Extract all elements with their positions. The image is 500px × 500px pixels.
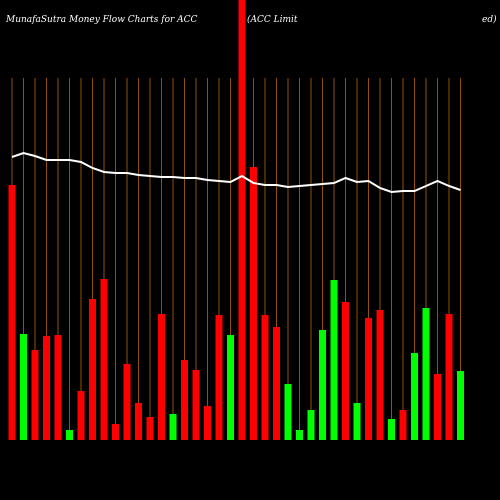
bar (20, 334, 27, 440)
bar (273, 327, 280, 440)
bar (54, 335, 62, 440)
bar (365, 318, 372, 440)
chart-subtitle-end: ed) (482, 14, 497, 25)
bar (307, 410, 315, 440)
bar (353, 403, 361, 440)
bar (215, 315, 223, 440)
bar (31, 350, 39, 440)
bar (376, 310, 384, 440)
bar (457, 371, 464, 440)
bar (284, 384, 292, 440)
bar (112, 424, 119, 440)
bar (261, 315, 269, 440)
bar (192, 370, 200, 440)
bar (43, 336, 50, 440)
bar (330, 280, 338, 440)
bar (135, 403, 142, 440)
bar (342, 302, 349, 440)
bar (399, 410, 407, 440)
bar (319, 330, 326, 440)
bar (250, 167, 257, 440)
bar (146, 417, 154, 440)
bar (169, 414, 177, 440)
bar (8, 185, 16, 440)
bar (422, 308, 430, 440)
bar (296, 430, 303, 440)
bar (238, 0, 246, 440)
bar (204, 406, 211, 440)
bar (66, 430, 73, 440)
bar (445, 314, 453, 440)
bar (89, 299, 96, 440)
bar (388, 419, 395, 440)
chart-subtitle: (ACC Limit (247, 14, 298, 25)
bar (158, 314, 165, 440)
bar (181, 360, 188, 440)
bar (77, 391, 85, 440)
chart-title: MunafaSutra Money Flow Charts for ACC (5, 15, 198, 25)
bar (434, 374, 441, 440)
bar (227, 335, 234, 440)
bar (100, 279, 108, 440)
bar (411, 353, 418, 440)
bar (123, 364, 131, 440)
money-flow-line (11, 151, 461, 194)
